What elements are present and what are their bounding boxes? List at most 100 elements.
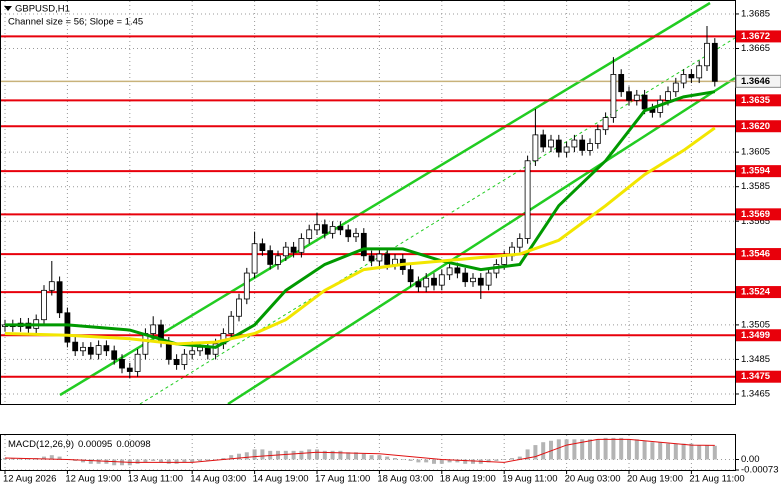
- x-tick-label: 12 Aug 2026: [3, 474, 56, 485]
- channel-lower: [227, 76, 736, 406]
- macd-bar: [10, 458, 15, 460]
- candle-body: [150, 324, 157, 334]
- level-label-box: [736, 329, 781, 342]
- candle-body: [392, 258, 398, 265]
- macd-panel-border: [0, 434, 736, 471]
- level-label: 1.3594: [741, 166, 771, 177]
- macd-bar: [447, 459, 452, 463]
- candle-body: [251, 243, 258, 274]
- macd-bar: [96, 459, 101, 464]
- candle-body: [532, 134, 539, 162]
- candle-body: [181, 353, 188, 366]
- price-label: 1.3646: [741, 76, 770, 87]
- candle-body: [204, 346, 211, 355]
- macd-bar: [346, 452, 351, 460]
- macd-bar: [229, 455, 234, 460]
- candle-body: [165, 341, 172, 360]
- price-label-box: [735, 74, 781, 88]
- candle-body: [485, 272, 492, 286]
- macd-bar: [338, 450, 343, 460]
- macd-bar: [88, 459, 93, 464]
- candle-body: [438, 274, 445, 286]
- macd-bar: [354, 452, 358, 460]
- macd-bar: [3, 458, 7, 460]
- candle-body: [462, 272, 469, 283]
- candle-body: [594, 129, 601, 144]
- x-tick-label: 18 Aug 03:00: [377, 474, 433, 485]
- macd-bar: [580, 439, 585, 460]
- x-tick-label: 19 Aug 11:00: [502, 474, 557, 485]
- candle-body: [711, 42, 718, 82]
- y-tick-label: 1.3505: [741, 319, 770, 330]
- y-tick-label: -0.00073: [741, 465, 779, 476]
- candle-body: [282, 246, 289, 257]
- candle-body: [173, 359, 180, 366]
- candle-body: [548, 139, 554, 148]
- signal-line: [4, 438, 715, 463]
- macd-bar: [322, 450, 327, 460]
- macd-bar: [291, 450, 296, 460]
- candle-body: [298, 238, 305, 253]
- macd-bar: [369, 455, 374, 460]
- level-label: 1.3672: [741, 31, 770, 42]
- macd-bar: [221, 458, 226, 460]
- candle-body: [267, 250, 274, 265]
- candle-body: [454, 267, 461, 274]
- macd-bar: [689, 443, 694, 460]
- candle-body: [228, 315, 235, 334]
- y-tick-label: 1.3565: [741, 216, 770, 227]
- macd-bar: [666, 443, 670, 460]
- candle-body: [610, 74, 617, 118]
- x-tick-label: 12 Aug 19:00: [65, 474, 121, 485]
- macd-bar: [525, 449, 530, 460]
- candle-body: [579, 139, 586, 151]
- x-tick-label: 21 Aug 11:00: [689, 474, 744, 485]
- candle-body: [602, 117, 609, 131]
- level-label-box: [736, 120, 781, 133]
- macd-bar: [556, 439, 561, 460]
- macd-bar: [642, 440, 647, 460]
- candle-body: [119, 359, 125, 369]
- candle-body: [688, 74, 695, 79]
- candle-body: [696, 65, 703, 79]
- macd-bar: [205, 459, 210, 461]
- candle-body: [672, 82, 679, 93]
- macd-bar: [673, 443, 678, 460]
- macd-bar: [408, 459, 413, 461]
- x-tick-label: 20 Aug 03:00: [565, 474, 621, 485]
- macd-bar: [611, 437, 616, 460]
- level-label: 1.3569: [741, 209, 770, 220]
- macd-bar: [439, 459, 444, 464]
- candle-body: [41, 289, 47, 321]
- candle-body: [384, 253, 391, 265]
- candle-body: [423, 277, 430, 288]
- macd-bar: [244, 452, 249, 460]
- signal-value: 0.00098: [116, 439, 150, 450]
- y-tick-label: 1.3585: [741, 181, 770, 192]
- x-tick-label: 20 Aug 19:00: [627, 474, 683, 485]
- macd-bar: [572, 439, 577, 460]
- candle-body: [368, 255, 375, 262]
- y-tick-label: 0.00: [741, 454, 760, 465]
- y-tick-label: 1.3685: [741, 8, 770, 19]
- level-label-box: [736, 94, 781, 107]
- macd-bar: [299, 450, 304, 460]
- macd-bar: [588, 439, 592, 460]
- y-tick-label: 1.3465: [741, 388, 770, 399]
- macd-bar: [634, 439, 639, 460]
- macd-bar: [330, 450, 335, 460]
- candle-body: [407, 269, 414, 283]
- candle-body: [431, 277, 437, 286]
- macd-name: MACD(12,26,9): [8, 439, 74, 450]
- macd-bar: [393, 458, 397, 460]
- macd-bar: [283, 450, 288, 460]
- candle-body: [95, 345, 102, 355]
- macd-bar: [416, 459, 421, 463]
- macd-bar: [49, 455, 54, 460]
- x-tick-label: 13 Aug 11:00: [128, 474, 183, 485]
- macd-bar: [135, 459, 140, 464]
- candle-body: [633, 94, 640, 101]
- macd-bar: [658, 442, 663, 460]
